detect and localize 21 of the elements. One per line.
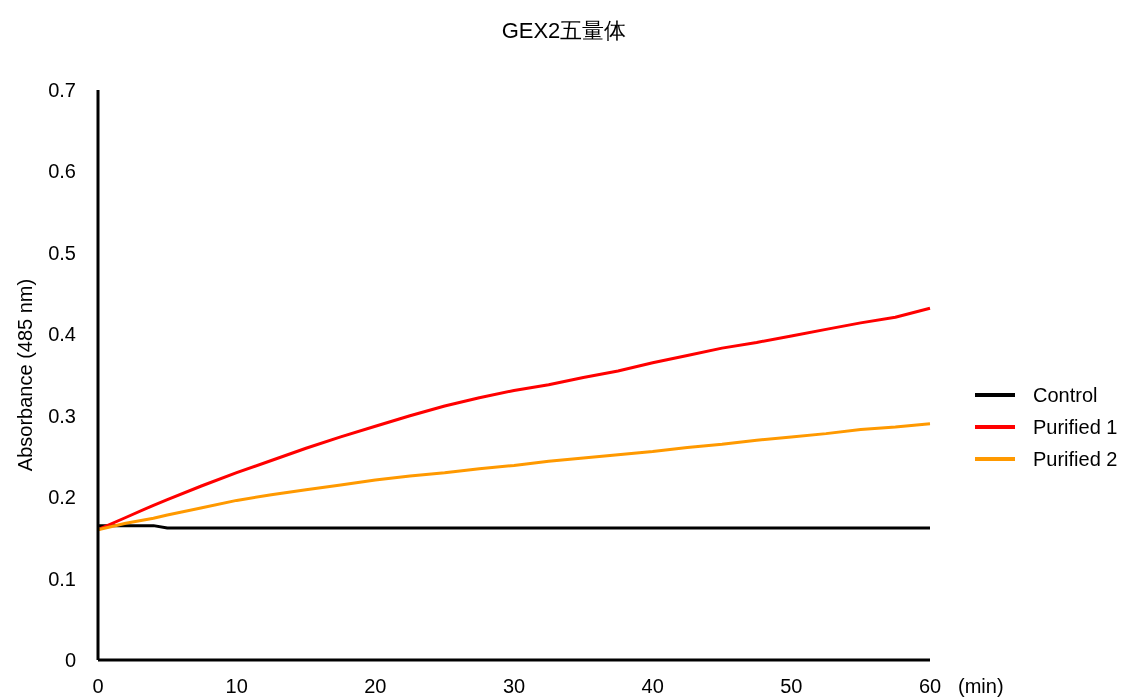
y-tick-label: 0.3 [48, 404, 76, 427]
legend-label: Purified 2 [1033, 448, 1118, 470]
legend-label: Control [1033, 384, 1098, 406]
x-tick-label: 40 [641, 675, 664, 697]
x-tick-label: 50 [780, 675, 803, 697]
x-tick-label: 30 [502, 675, 526, 697]
x-tick-label: 10 [225, 675, 248, 697]
x-tick-label: 0 [92, 675, 104, 697]
chart-title: GEX2五量体 [501, 18, 627, 43]
y-tick-label: 0.4 [48, 323, 76, 346]
y-tick-label: 0.1 [48, 567, 76, 590]
x-tick-label: 20 [364, 675, 387, 697]
legend-label: Purified 1 [1033, 416, 1118, 438]
y-tick-label: 0.2 [48, 486, 76, 509]
y-axis-title: Absorbance (485 nm) [14, 278, 36, 472]
y-tick-label: 0.6 [48, 160, 76, 183]
y-tick-label: 0 [64, 649, 76, 671]
y-tick-label: 0.7 [48, 79, 76, 101]
y-tick-label: 0.5 [48, 241, 76, 264]
x-tick-label: 60 [918, 675, 942, 697]
x-axis-title: (min) [958, 675, 1004, 697]
